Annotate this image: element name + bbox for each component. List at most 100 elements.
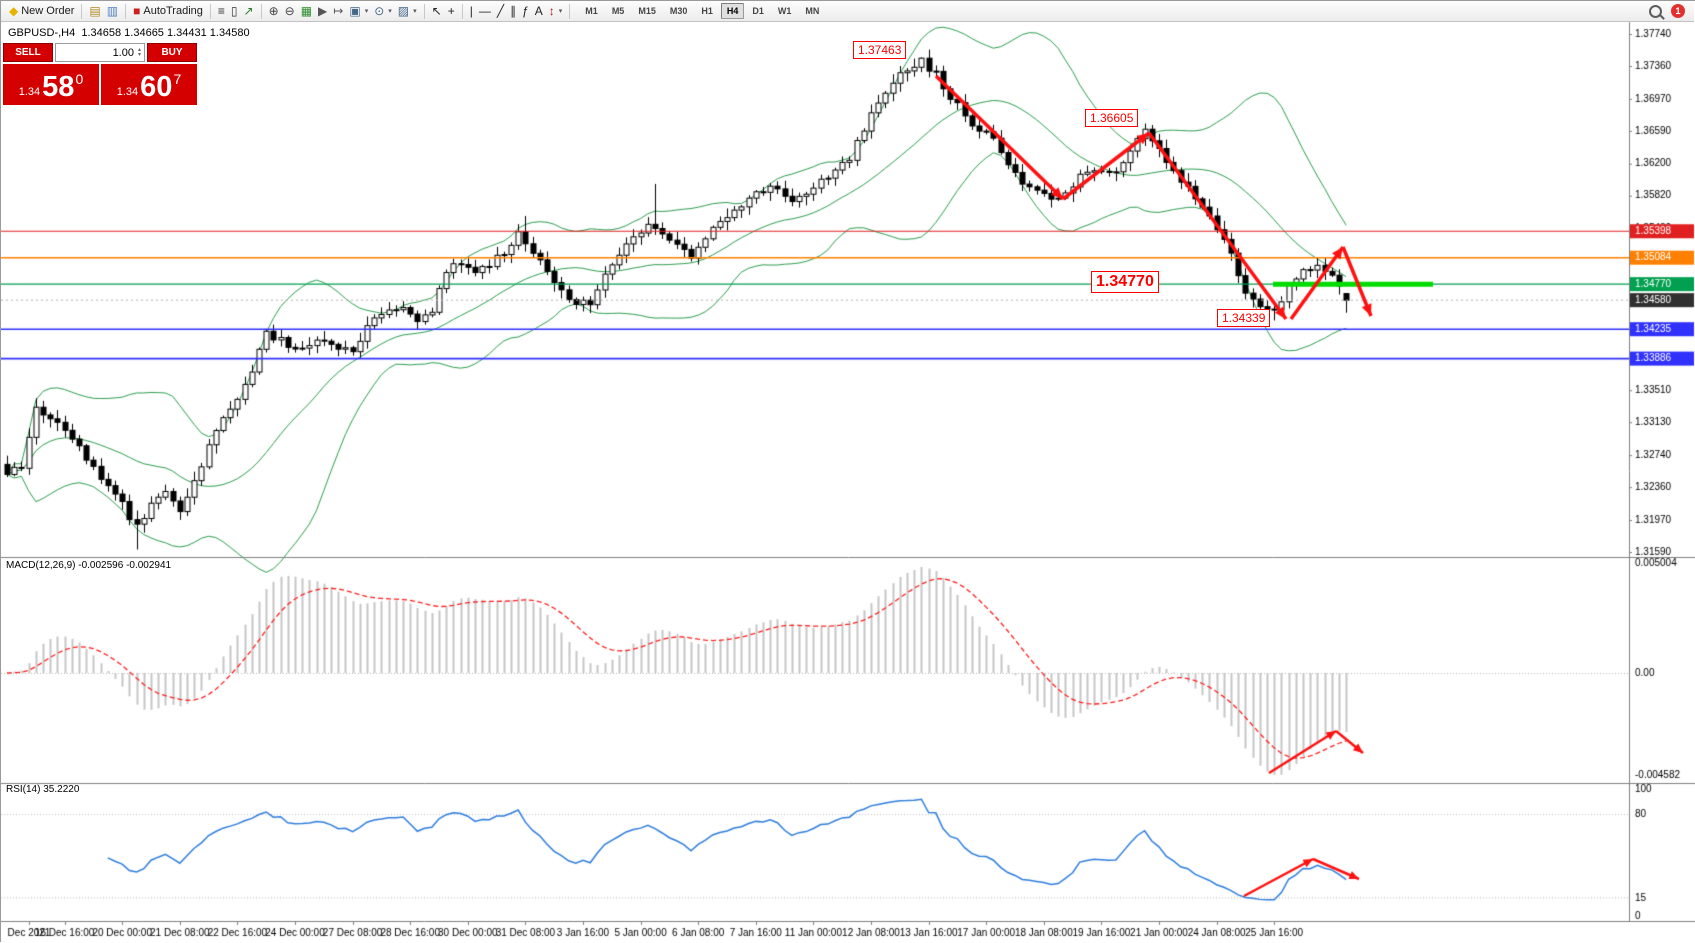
rsi-label: RSI(14) 35.2220 xyxy=(6,784,79,795)
trendline-icon: ╱ xyxy=(496,3,505,18)
timeframe-h4[interactable]: H4 xyxy=(720,3,745,19)
spinner-down-icon[interactable]: ▾ xyxy=(137,51,141,58)
market-watch-icon[interactable]: ▥ xyxy=(104,4,121,19)
one-click-trading-panel: SELL 1.00 ▴ ▾ BUY 1.34 58 0 1.34 60 7 xyxy=(3,43,197,105)
toolbar-icon-groups: ◆ New Order ▤ ▥ ■ AutoTrading ≡ ▯ ↗ ⊕ ⊖ ▦ ▶ ↦ ▣ ▾ ⊙ ▾ ▨ ▾ ↖ +… xyxy=(6,3,566,19)
timeframe-m5[interactable]: M5 xyxy=(611,6,625,16)
candlestick-chart-icon[interactable]: ▯ xyxy=(228,4,241,19)
new-order-button[interactable]: ◆ New Order xyxy=(6,4,77,19)
sell-price[interactable]: 1.34 58 0 xyxy=(3,64,99,105)
cursor-icon[interactable]: ↖ xyxy=(429,4,445,19)
buy-price-big: 60 xyxy=(140,71,173,103)
macd-values: -0.002596 -0.002941 xyxy=(78,560,172,571)
trade-panel-controls: SELL 1.00 ▴ ▾ BUY xyxy=(3,43,197,62)
zoom-in-icon: ⊕ xyxy=(268,3,279,18)
macd-name: MACD(12,26,9) xyxy=(6,560,76,571)
vertical-line-icon: | xyxy=(469,3,473,18)
dropdown-arrow-icon: ▾ xyxy=(413,8,417,15)
toolbar-separator xyxy=(461,3,463,19)
cursor-icon: ↖ xyxy=(431,3,442,18)
candlestick-chart-icon: ▯ xyxy=(230,3,238,18)
zoom-out-icon[interactable]: ⊖ xyxy=(282,4,298,19)
price-callout: 1.34770 xyxy=(1091,271,1159,293)
line-chart-icon[interactable]: ↗ xyxy=(241,4,257,19)
macd-label: MACD(12,26,9) -0.002596 -0.002941 xyxy=(6,560,171,571)
chart-shift-icon[interactable]: ↦ xyxy=(330,4,346,19)
notification-badge[interactable]: 1 xyxy=(1671,4,1685,18)
new-order-icon: ◆ xyxy=(9,3,19,18)
volume-spinner[interactable]: ▴ ▾ xyxy=(137,46,141,58)
trendline-icon[interactable]: ╱ xyxy=(494,4,507,19)
periods-icon: ⊙ xyxy=(374,3,385,18)
arrows-icon[interactable]: ↕ ▾ xyxy=(546,4,566,19)
timeframe-mn[interactable]: MN xyxy=(805,6,820,16)
zoom-out-icon: ⊖ xyxy=(284,3,295,18)
symbol-ohlc-label: GBPUSD-,H4 1.34658 1.34665 1.34431 1.345… xyxy=(8,27,250,39)
tile-windows-icon: ▦ xyxy=(300,3,313,18)
bar-chart-icon: ≡ xyxy=(217,3,225,18)
timeframe-d1[interactable]: D1 xyxy=(752,6,764,16)
buy-price[interactable]: 1.34 60 7 xyxy=(101,64,197,105)
timeframe-w1[interactable]: W1 xyxy=(777,6,792,16)
rsi-name: RSI(14) xyxy=(6,784,41,795)
autotrading-icon: ■ xyxy=(133,3,141,18)
text-icon[interactable]: A xyxy=(532,4,546,19)
chart-shift-icon: ↦ xyxy=(333,3,344,18)
spinner-up-icon[interactable]: ▴ xyxy=(137,46,141,53)
dropdown-arrow-icon: ▾ xyxy=(388,8,392,15)
timeframe-m30[interactable]: M30 xyxy=(669,6,688,16)
bar-chart-icon[interactable]: ≡ xyxy=(215,4,228,19)
autotrading-button[interactable]: ■ AutoTrading xyxy=(130,4,206,19)
rsi-value: 35.2220 xyxy=(43,784,80,795)
search-icon[interactable] xyxy=(1649,4,1662,18)
fibonacci-icon: ƒ xyxy=(522,3,529,18)
toolbar: ◆ New Order ▤ ▥ ■ AutoTrading ≡ ▯ ↗ ⊕ ⊖ ▦ ▶ ↦ ▣ ▾ ⊙ ▾ ▨ ▾ ↖ +… xyxy=(1,1,1694,22)
fibonacci-icon[interactable]: ƒ xyxy=(519,4,532,19)
periods-icon[interactable]: ⊙ ▾ xyxy=(371,4,395,19)
new-chart-icon[interactable]: ▣ ▾ xyxy=(346,4,371,19)
dropdown-arrow-icon: ▾ xyxy=(364,8,369,15)
buy-button[interactable]: BUY xyxy=(147,43,197,62)
sell-price-prefix: 1.34 xyxy=(18,86,41,98)
autotrading-button-label: AutoTrading xyxy=(143,5,203,17)
toolbar-separator xyxy=(260,3,262,19)
timeframe-m15[interactable]: M15 xyxy=(638,6,656,16)
horizontal-line-icon: — xyxy=(478,3,491,18)
channel-icon[interactable]: ∥ xyxy=(507,4,519,19)
auto-scroll-icon[interactable]: ▶ xyxy=(315,4,330,19)
crosshair-icon: + xyxy=(447,3,455,18)
templates-icon[interactable]: ▨ ▾ xyxy=(395,4,420,19)
volume-input[interactable]: 1.00 ▴ ▾ xyxy=(55,43,145,62)
trade-panel-prices: 1.34 58 0 1.34 60 7 xyxy=(3,64,197,105)
price-callout: 1.37463 xyxy=(853,41,907,59)
toolbar-separator xyxy=(209,3,211,19)
zoom-in-icon[interactable]: ⊕ xyxy=(266,4,282,19)
toolbar-separator xyxy=(81,3,83,19)
buy-price-prefix: 1.34 xyxy=(116,86,139,98)
toolbar-separator xyxy=(125,3,127,19)
new-order-button-label: New Order xyxy=(21,5,75,17)
arrows-icon: ↕ xyxy=(548,3,555,18)
crosshair-icon[interactable]: + xyxy=(445,4,458,19)
dropdown-arrow-icon: ▾ xyxy=(558,8,563,15)
auto-scroll-icon: ▶ xyxy=(318,3,328,18)
sell-button[interactable]: SELL xyxy=(3,43,53,62)
timeframe-h1[interactable]: H1 xyxy=(701,6,713,16)
tile-windows-icon[interactable]: ▦ xyxy=(298,4,315,19)
line-chart-icon: ↗ xyxy=(243,3,254,18)
horizontal-line-icon[interactable]: — xyxy=(476,4,494,19)
metaeditor-icon[interactable]: ▤ xyxy=(86,4,103,19)
toolbar-separator xyxy=(423,3,425,19)
volume-value: 1.00 xyxy=(112,46,134,59)
metaeditor-icon: ▤ xyxy=(89,3,101,18)
price-callout: 1.36605 xyxy=(1085,109,1139,127)
channel-icon: ∥ xyxy=(510,3,517,18)
vertical-line-icon[interactable]: | xyxy=(467,4,476,19)
market-watch-icon: ▥ xyxy=(106,3,119,18)
timeframe-m1[interactable]: M1 xyxy=(585,6,598,16)
text-icon: A xyxy=(534,3,543,18)
timeframe-bar: M1 M5 M15 M30 H1 H4 D1 W1 MN xyxy=(578,3,826,19)
price-callout: 1.34339 xyxy=(1217,309,1271,327)
